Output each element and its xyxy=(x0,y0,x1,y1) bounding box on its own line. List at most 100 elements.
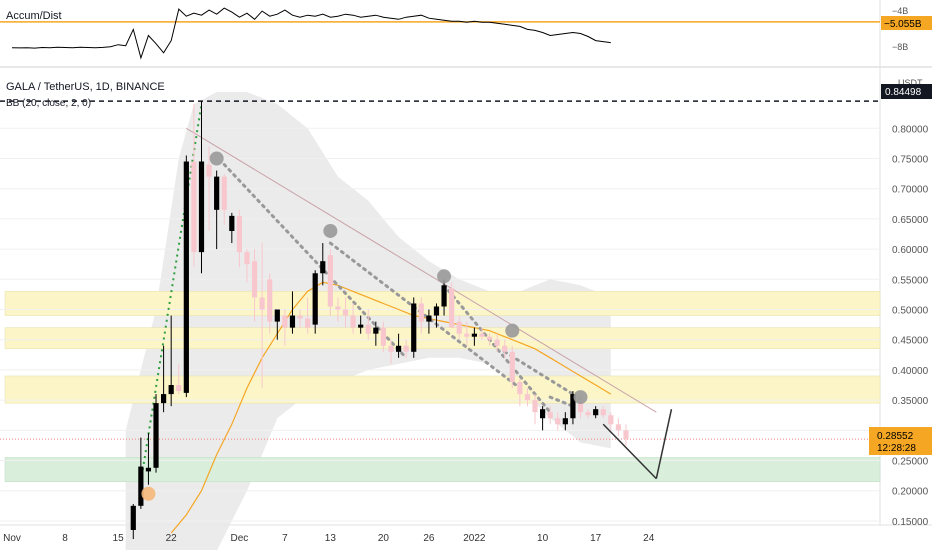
time-tick-label: 15 xyxy=(113,533,125,544)
time-tick-label: 24 xyxy=(643,533,655,544)
resistance-zone-2 xyxy=(4,375,881,404)
candle-body xyxy=(433,306,440,316)
candle-body xyxy=(251,261,258,298)
price-tick-label: 0.20000 xyxy=(892,487,929,498)
candle-body xyxy=(494,339,500,346)
candle-body xyxy=(259,297,265,310)
price-tick-label: 0.45000 xyxy=(892,336,929,347)
gray_dotted-trendline-2 xyxy=(222,163,408,360)
candle-body xyxy=(191,161,197,253)
candle-body xyxy=(577,397,584,413)
candle-body xyxy=(517,382,523,395)
candle-body xyxy=(365,324,371,334)
candle-body xyxy=(176,385,182,392)
candle-body xyxy=(183,161,189,393)
price-tick-label: 0.50000 xyxy=(892,306,929,317)
candle-body xyxy=(320,261,326,274)
candle-body xyxy=(380,327,387,346)
candle-body xyxy=(449,288,455,328)
candle-body xyxy=(395,345,402,352)
price-tick-label: 0.70000 xyxy=(892,185,929,196)
projection-trendline-7 xyxy=(602,423,657,480)
candle-body xyxy=(282,315,288,328)
top-price-label: 0.84498 xyxy=(885,87,922,98)
candle-body xyxy=(540,409,546,419)
price-tick-label: 0.35000 xyxy=(892,396,929,407)
candle-body xyxy=(585,412,591,416)
candle-body xyxy=(373,327,379,334)
candle-body xyxy=(555,418,561,425)
bollinger-basis-line xyxy=(170,281,612,534)
candle-layer xyxy=(130,101,629,540)
time-tick-label: 8 xyxy=(62,533,68,544)
candle-body xyxy=(267,279,273,322)
time-tick-label: Dec xyxy=(231,533,249,544)
candle-body xyxy=(441,285,447,307)
time-tick-label: 22 xyxy=(166,533,178,544)
price-tick-label: 0.40000 xyxy=(892,366,929,377)
top-price-badge xyxy=(881,84,932,99)
candle-body xyxy=(593,409,599,416)
candle-body xyxy=(411,303,417,352)
candle-body xyxy=(198,161,205,253)
gray-marker-1 xyxy=(323,223,338,238)
candle-body xyxy=(502,345,508,352)
price-tick-label: 0.65000 xyxy=(892,215,929,226)
candle-body xyxy=(214,176,220,210)
orange-marker-5 xyxy=(141,486,156,501)
candle-body xyxy=(532,400,538,413)
candle-body xyxy=(236,215,242,253)
resistance-zone-1 xyxy=(4,327,881,350)
accum-dist-line xyxy=(11,7,611,60)
countdown-label: 12:28:28 xyxy=(877,443,916,454)
candle-body xyxy=(312,273,318,325)
accum-tick-bottom: −8B xyxy=(892,42,908,52)
candle-body xyxy=(274,309,280,322)
last-price-label: 0.28552 xyxy=(877,431,914,442)
candle-body xyxy=(547,412,553,419)
candle-body xyxy=(145,467,152,472)
gray-marker-0 xyxy=(209,151,224,166)
price-tick-label: 0.25000 xyxy=(892,457,929,468)
bb-indicator-label[interactable]: BB (20, close, 2, 0) xyxy=(6,98,91,109)
resistance-trendline-0 xyxy=(186,127,657,413)
price-tick-label: 0.55000 xyxy=(892,275,929,286)
last-price-badge xyxy=(869,427,932,455)
time-tick-label: Nov xyxy=(3,533,21,544)
candle-body xyxy=(479,333,485,337)
gray-marker-3 xyxy=(505,323,520,338)
candle-body xyxy=(426,315,432,322)
symbol-title[interactable]: GALA / TetherUS, 1D, BINANCE xyxy=(6,81,165,93)
time-tick-label: 2022 xyxy=(463,533,486,544)
gray_dotted-trendline-6 xyxy=(548,395,575,408)
accum-dist-pane xyxy=(0,7,880,60)
gray_dotted-trendline-3 xyxy=(328,241,522,390)
candle-body xyxy=(615,424,621,431)
time-tick-label: 17 xyxy=(590,533,602,544)
projection-trendline-8 xyxy=(655,409,673,479)
candle-body xyxy=(600,409,606,416)
accum-level-label: −5.055B xyxy=(884,19,922,30)
candle-body xyxy=(608,415,614,425)
accum-tick-top: −4B xyxy=(892,6,908,16)
candle-body xyxy=(327,255,333,307)
candle-body xyxy=(471,333,477,337)
candle-body xyxy=(570,394,576,419)
candle-body xyxy=(244,252,250,265)
candle-body xyxy=(221,176,227,210)
gray_dotted-trendline-5 xyxy=(503,350,575,396)
candle-body xyxy=(418,303,424,322)
price-tick-label: 0.80000 xyxy=(892,124,929,135)
time-tick-label: 20 xyxy=(378,533,390,544)
candle-body xyxy=(403,345,409,352)
candle-body xyxy=(229,215,235,231)
candle-body xyxy=(464,333,470,337)
grid-layer xyxy=(0,127,880,522)
candle-body xyxy=(509,351,515,382)
currency-label: USDT xyxy=(898,78,923,88)
candle-body xyxy=(335,306,341,310)
marker-layer xyxy=(141,151,588,501)
candle-body xyxy=(342,309,349,316)
